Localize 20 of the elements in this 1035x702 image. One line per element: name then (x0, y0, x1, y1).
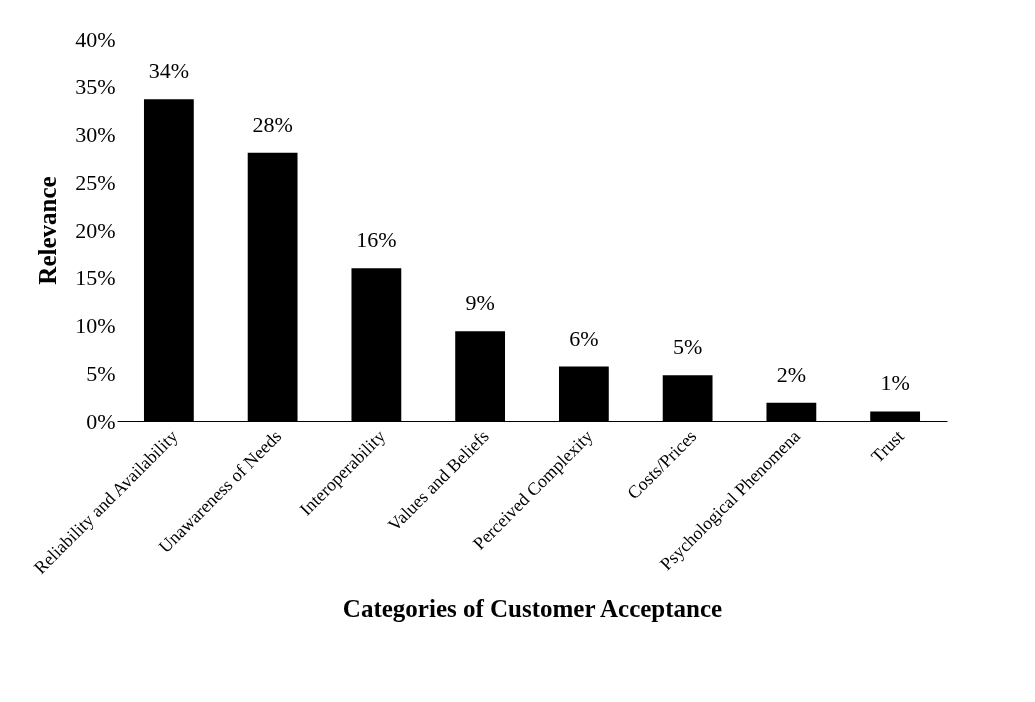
data-label: 34% (148, 58, 190, 84)
data-label: 5% (672, 334, 703, 360)
y-tick-label: 5% (86, 360, 116, 386)
data-label: 2% (776, 361, 807, 387)
y-tick-label: 20% (75, 217, 116, 243)
y-tick-label: 35% (75, 74, 116, 100)
data-label: 9% (465, 290, 495, 316)
y-tick-label: 0% (86, 408, 116, 434)
y-axis-title: Relevance (34, 176, 62, 285)
y-tick-label: 30% (75, 122, 116, 147)
y-tick-label: 40% (75, 26, 116, 52)
x-tick-label: Trust (867, 426, 908, 467)
x-axis-title: Categories of Customer Acceptance (342, 594, 723, 622)
data-label: 16% (356, 227, 397, 253)
y-tick-label: 10% (75, 313, 116, 338)
data-label: 1% (880, 370, 910, 396)
y-tick-label: 25% (75, 169, 116, 195)
data-label: 28% (252, 111, 293, 137)
y-tick-label: 15% (75, 265, 116, 291)
data-label: 6% (569, 325, 599, 351)
